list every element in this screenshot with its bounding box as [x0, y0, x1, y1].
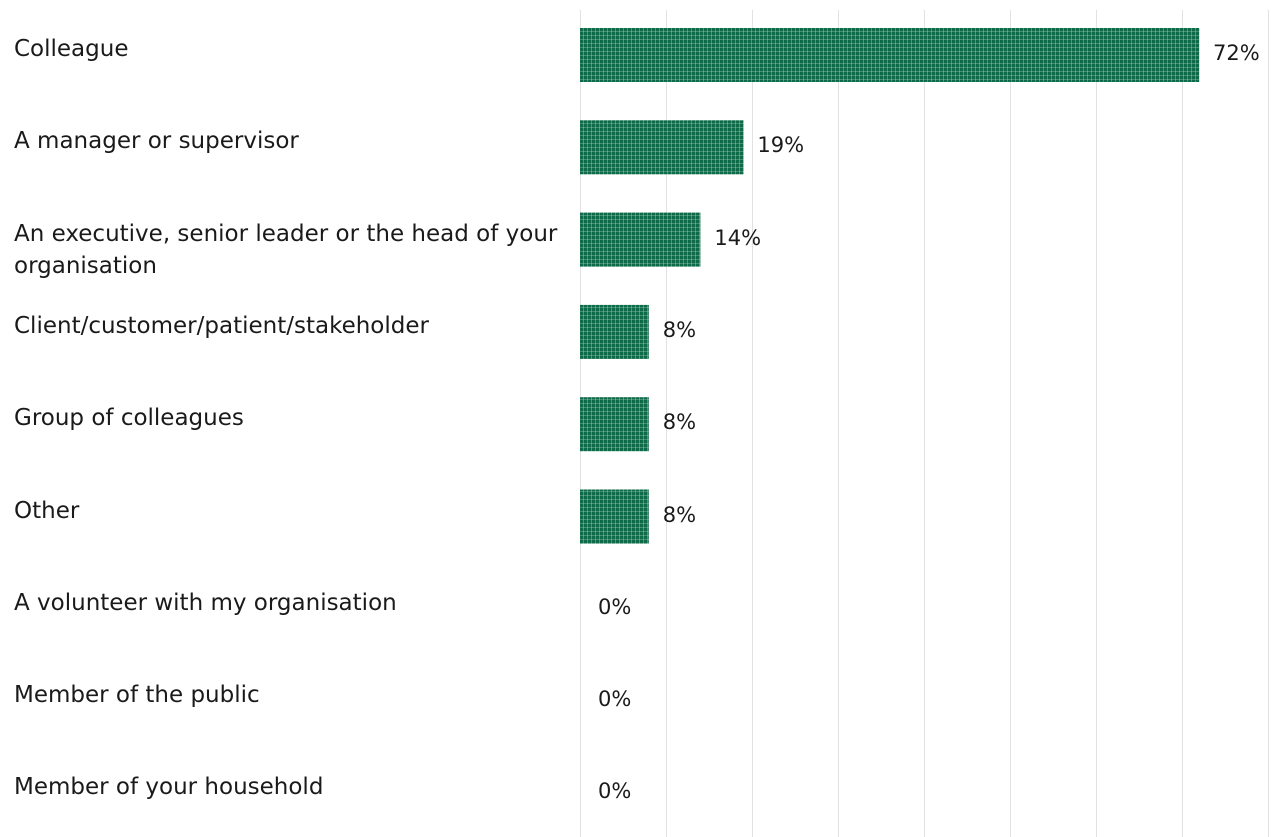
bar [580, 28, 1200, 82]
category-label: Group of colleagues [14, 405, 244, 432]
category-label: Member of the public [14, 682, 260, 709]
value-label: 14% [714, 225, 762, 250]
category-label: A manager or supervisor [14, 128, 299, 155]
category-label: Client/customer/patient/stakeholder [14, 312, 429, 339]
bar [580, 304, 649, 359]
category-label: An executive, senior leader or the head … [14, 220, 558, 279]
category-label: Colleague [14, 36, 129, 62]
value-label: 8% [662, 410, 697, 435]
value-label: 0% [598, 687, 632, 712]
bar [580, 397, 649, 452]
value-label: 0% [598, 779, 632, 804]
bar [580, 212, 701, 267]
value-label: 8% [662, 502, 697, 527]
category-label: Member of your household [14, 774, 324, 801]
value-label: 8% [662, 317, 697, 342]
category-label: Other [14, 497, 80, 524]
bars [580, 28, 1200, 544]
value-label: 0% [598, 594, 632, 619]
bar [580, 120, 744, 175]
category-label: A volunteer with my organisation [14, 589, 397, 616]
value-label: 72% [1213, 41, 1260, 65]
bar [580, 489, 649, 544]
value-label: 19% [757, 133, 805, 158]
